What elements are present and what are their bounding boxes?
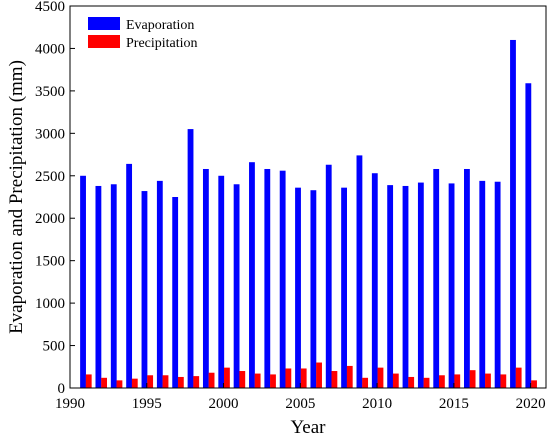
evaporation-bar-2017 [479, 180, 486, 388]
precipitation-bar-1994 [131, 378, 138, 388]
legend-label-evaporation: Evaporation [126, 18, 194, 33]
precipitation-bar-2018 [500, 374, 507, 388]
evaporation-bar-2002 [249, 162, 255, 388]
precipitation-bar-2012 [408, 376, 415, 388]
evaporation-bar-2003 [264, 168, 271, 388]
evaporation-bar-2010 [371, 173, 378, 388]
evaporation-bar-1999 [202, 168, 209, 388]
precipitation-bar-2002 [254, 373, 261, 388]
evaporation-bar-1991 [80, 175, 86, 388]
legend-swatch-precipitation [88, 35, 120, 48]
precipitation-bar-2011 [392, 373, 399, 388]
evaporation-bar-2005 [295, 187, 301, 388]
x-tick-label-1995: 1995 [132, 396, 162, 412]
precipitation-bar-1993 [116, 380, 123, 388]
precipitation-bar-2000 [224, 367, 230, 388]
precipitation-bar-1992 [101, 377, 107, 388]
x-tick-label-2015: 2015 [439, 396, 469, 412]
bars-layer [80, 39, 537, 389]
x-tick-label-1990: 1990 [55, 396, 85, 412]
evaporation-bar-2014 [433, 168, 440, 388]
precipitation-bar-2003 [270, 374, 276, 388]
x-tick-label-2005: 2005 [285, 396, 315, 412]
ticks-layer: 1990 1995 2000 2005 2010 2015 2020 0 500 1000 1500… [35, 0, 546, 412]
evaporation-bar-1993 [110, 184, 117, 388]
precipitation-bar-2007 [331, 371, 338, 388]
evaporation-bar-2004 [279, 170, 286, 388]
y-tick-label-4500: 4500 [35, 0, 65, 15]
y-tick-label-3500: 3500 [35, 84, 65, 100]
precipitation-bar-1995 [147, 375, 154, 388]
evaporation-bar-1997 [172, 197, 179, 388]
evaporation-bar-2019 [510, 39, 516, 389]
precipitation-bar-2009 [362, 377, 369, 388]
evaporation-bar-1992 [95, 185, 102, 388]
x-tick-label-2020: 2020 [516, 396, 546, 412]
x-tick-label-2010: 2010 [362, 396, 392, 412]
precipitation-bar-2014 [438, 375, 445, 388]
precipitation-bar-2013 [423, 377, 430, 388]
precipitation-bar-2019 [515, 367, 522, 388]
evaporation-bar-2011 [387, 185, 394, 388]
evaporation-bar-1998 [187, 129, 194, 388]
y-tick-label-0: 0 [58, 381, 66, 397]
evaporation-bar-1996 [156, 180, 163, 388]
precipitation-bar-2015 [454, 374, 461, 388]
evaporation-bar-2001 [233, 184, 240, 388]
y-tick-label-3000: 3000 [35, 126, 65, 142]
evaporation-bar-1994 [126, 163, 133, 388]
evaporation-bar-2000 [218, 175, 225, 388]
evaporation-bar-2008 [341, 187, 347, 388]
precipitation-bar-2008 [346, 365, 353, 388]
evaporation-bar-2018 [494, 181, 501, 388]
precipitation-bar-2004 [285, 368, 292, 388]
precipitation-bar-2017 [485, 373, 491, 388]
evaporation-bar-2007 [325, 164, 332, 388]
y-tick-label-1000: 1000 [35, 296, 65, 312]
evaporation-bar-2016 [464, 168, 470, 388]
axes-layer [69, 5, 547, 389]
evaporation-bar-2020 [525, 83, 532, 388]
x-axis-title: Year [290, 417, 326, 438]
x-tick-label-2000: 2000 [209, 396, 239, 412]
y-tick-label-4000: 4000 [35, 41, 65, 57]
evaporation-bar-2009 [356, 155, 363, 388]
precipitation-bar-1996 [162, 375, 169, 388]
precipitation-bar-2020 [531, 380, 537, 388]
legend: Evaporation Precipitation [88, 17, 198, 51]
precipitation-bar-2010 [377, 367, 384, 388]
precipitation-bar-2016 [469, 370, 476, 388]
evaporation-bar-1995 [141, 191, 148, 388]
precipitation-bar-1997 [177, 376, 184, 388]
plot-frame [69, 5, 547, 389]
y-axis-title: Evaporation and Precipitation (mm) [6, 60, 27, 334]
precipitation-bar-1999 [208, 372, 215, 388]
y-tick-label-1500: 1500 [35, 254, 65, 270]
y-tick-label-500: 500 [43, 339, 66, 355]
evaporation-bar-2015 [448, 183, 455, 388]
precipitation-bar-2005 [300, 368, 307, 388]
legend-swatch-evaporation [88, 17, 120, 30]
evaporation-bar-2012 [402, 185, 409, 388]
evaporation-bar-2006 [310, 190, 317, 388]
precipitation-bar-2001 [239, 371, 246, 388]
y-tick-label-2500: 2500 [35, 169, 65, 185]
legend-label-precipitation: Precipitation [126, 36, 198, 51]
evaporation-bar-2013 [417, 182, 424, 388]
precipitation-bar-1991 [85, 374, 92, 388]
precipitation-bar-2006 [316, 362, 322, 388]
y-tick-label-2000: 2000 [35, 211, 65, 227]
precipitation-bar-1998 [193, 376, 200, 388]
